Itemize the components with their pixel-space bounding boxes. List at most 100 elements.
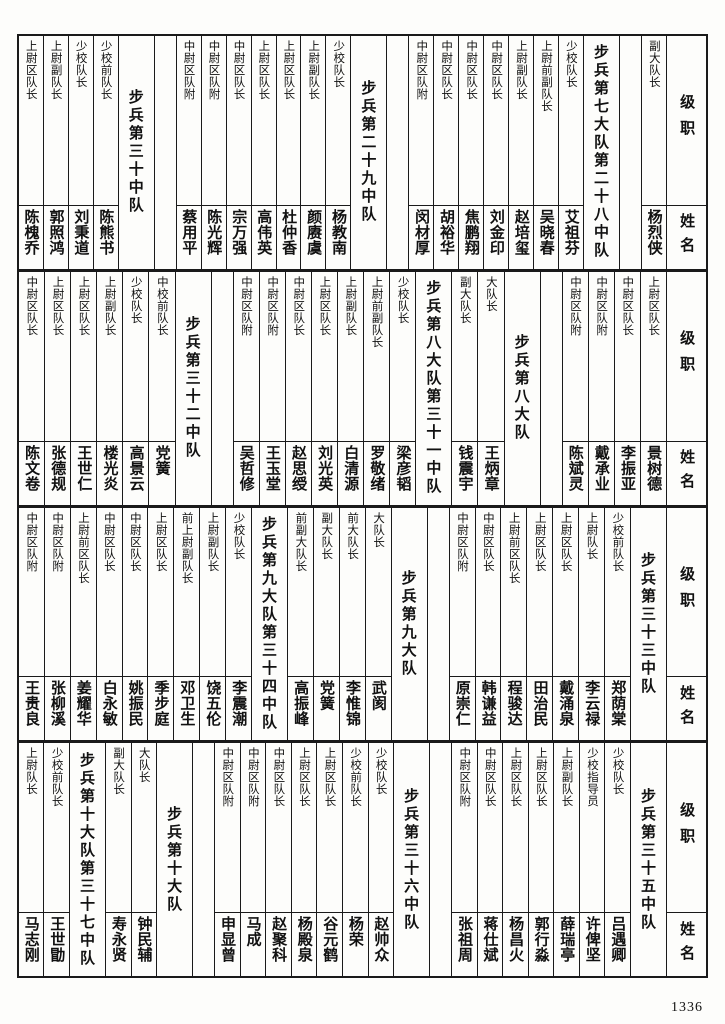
roster-entry-column: 少校前队长 杨荣 <box>341 743 368 976</box>
name-cell: 宗万强 <box>227 206 251 269</box>
header-name-label: 姓名 <box>678 684 697 733</box>
name-text: 楼光炎 <box>101 444 120 492</box>
rank-cell: 少校队长 <box>68 36 93 206</box>
rank-cell: 上尉区队长 <box>291 743 317 914</box>
name-text: 陈熊书 <box>97 208 116 256</box>
rank-text: 上尉前区队长 <box>77 511 91 584</box>
name-cell: 白清源 <box>338 442 363 505</box>
table-band: 级职 姓名 上尉区队长 景树德 中尉区队长 李振亚 中尉区队附 戴承业 中尉区队附 陈斌灵 步兵第八… <box>18 271 706 508</box>
name-cell: 谷元鹤 <box>317 913 342 976</box>
name-cell: 李震潮 <box>226 677 251 740</box>
name-cell: 景树德 <box>641 442 666 505</box>
name-cell: 梁彦韬 <box>390 442 415 505</box>
name-cell: 邓卫生 <box>174 677 199 740</box>
name-cell: 季步庭 <box>148 677 173 740</box>
rank-cell: 上尉区队长 <box>276 36 301 206</box>
name-cell: 杨教南 <box>326 206 350 269</box>
roster-entry-column: 上尉队长 李云禄 <box>578 507 605 741</box>
rank-cell: 中尉区队长 <box>266 743 291 914</box>
name-cell: 颜赓虞 <box>301 206 325 269</box>
name-cell: 赵聚科 <box>266 913 291 976</box>
roster-entry-column: 中尉区队附 原崇仁 <box>448 507 475 741</box>
rank-text: 上尉区队长 <box>154 511 169 572</box>
unit-title-column: 步兵第三十中队 <box>117 36 154 269</box>
rank-cell: 少校队长 <box>605 743 630 914</box>
roster-entry-column: 上尉副队长 白清源 <box>337 271 364 505</box>
name-text: 杨烈侠 <box>645 208 664 256</box>
rank-text: 少校指导员 <box>586 747 601 808</box>
name-text: 姚振民 <box>126 680 145 727</box>
rank-cell: 上尉副队长 <box>338 272 364 442</box>
rank-cell: 上尉区队长 <box>317 743 342 914</box>
spacer-column <box>429 743 451 976</box>
roster-entry-column: 中尉区队附 戴承业 <box>587 271 614 505</box>
rank-text: 少校前队长 <box>50 747 65 808</box>
name-cell: 白永敏 <box>97 677 122 740</box>
rank-cell: 中尉区队附 <box>240 743 266 914</box>
rank-text: 大队长 <box>372 511 387 548</box>
spacer-column <box>192 743 214 976</box>
name-cell: 李云禄 <box>579 677 604 740</box>
name-cell: 薛瑞亭 <box>554 913 579 976</box>
rank-text: 上尉区队长 <box>257 40 272 100</box>
roster-entry-column: 上尉区队长 张德规 <box>44 271 71 505</box>
name-text: 王世仁 <box>75 444 94 492</box>
rank-cell: 上尉区队长 <box>251 36 276 206</box>
name-cell: 杨昌火 <box>503 913 528 976</box>
roster-entry-column: 上尉队长 马志刚 <box>18 743 44 976</box>
name-cell: 吴晓春 <box>534 206 558 269</box>
rank-cell: 大队长 <box>478 272 504 442</box>
name-text: 赵培玺 <box>512 208 531 256</box>
name-cell: 郑荫棠 <box>605 677 630 740</box>
header-name-cell: 姓名 <box>667 206 706 269</box>
spacer-column <box>619 36 641 269</box>
rank-cell: 中尉区队附 <box>18 508 44 678</box>
rank-text: 上尉前副队长 <box>539 40 554 112</box>
rank-text: 少校队长 <box>374 747 389 796</box>
rank-cell: 大队长 <box>365 508 391 678</box>
name-cell: 杨荣 <box>343 913 368 976</box>
rank-text: 中尉区队附 <box>595 275 610 336</box>
rank-text: 上尉副队长 <box>206 511 221 572</box>
name-text: 寿永贤 <box>109 916 128 963</box>
roster-entry-column: 中尉区队长 刘金印 <box>483 36 509 269</box>
roster-entry-column: 中尉区队长 白永敏 <box>95 507 122 741</box>
spacer-column <box>210 271 233 505</box>
name-cell: 戴涌泉 <box>553 677 578 740</box>
rank-cell: 中尉区队附 <box>409 36 434 206</box>
header-name-cell: 姓名 <box>667 677 706 740</box>
roster-entry-column: 中尉区队长 姚振民 <box>121 507 148 741</box>
rank-cell: 少校前队长 <box>605 508 630 678</box>
name-text: 高景云 <box>127 444 146 492</box>
rank-text: 上尉区队长 <box>533 511 548 572</box>
name-text: 王炳章 <box>482 444 501 492</box>
rank-text: 上尉前区队长 <box>507 511 522 584</box>
rank-cell: 前副大队长 <box>288 508 313 678</box>
name-cell: 焦鹏翔 <box>459 206 483 269</box>
name-cell: 申显曾 <box>215 913 240 976</box>
unit-title: 步兵第三十六中队 <box>402 787 421 932</box>
name-cell: 马志刚 <box>19 913 44 976</box>
name-text: 程骏达 <box>505 680 524 727</box>
name-cell: 吕遇卿 <box>605 913 630 976</box>
name-cell: 王玉堂 <box>260 442 285 505</box>
name-text: 吴哲修 <box>237 444 256 492</box>
rank-text: 副大队长 <box>458 275 473 324</box>
roster-entry-column: 中尉区队长 韩谦益 <box>474 507 501 741</box>
name-text: 赵聚科 <box>270 916 289 963</box>
unit-title: 步兵第八大队 <box>512 334 531 443</box>
roster-entry-column: 少校队长 刘秉道 <box>67 36 93 269</box>
roster-entry-column: 副大队长 寿永贤 <box>105 743 131 976</box>
rank-text: 上尉区队长 <box>282 40 297 100</box>
rank-cell: 上尉队长 <box>18 743 44 914</box>
roster-entry-column: 上尉副队长 薛瑞亭 <box>553 743 579 976</box>
rank-cell: 副大队长 <box>106 743 131 914</box>
name-text: 许俾坚 <box>583 916 602 963</box>
unit-title: 步兵第三十三中队 <box>639 551 657 696</box>
name-text: 蒋仕斌 <box>481 916 500 963</box>
roster-entry-column: 少校队长 高景云 <box>122 271 149 505</box>
rank-cell: 上尉区队长 <box>503 743 528 914</box>
rank-cell: 中尉区队长 <box>477 743 503 914</box>
name-text: 谷元鹤 <box>321 916 340 963</box>
name-cell: 胡裕华 <box>434 206 458 269</box>
